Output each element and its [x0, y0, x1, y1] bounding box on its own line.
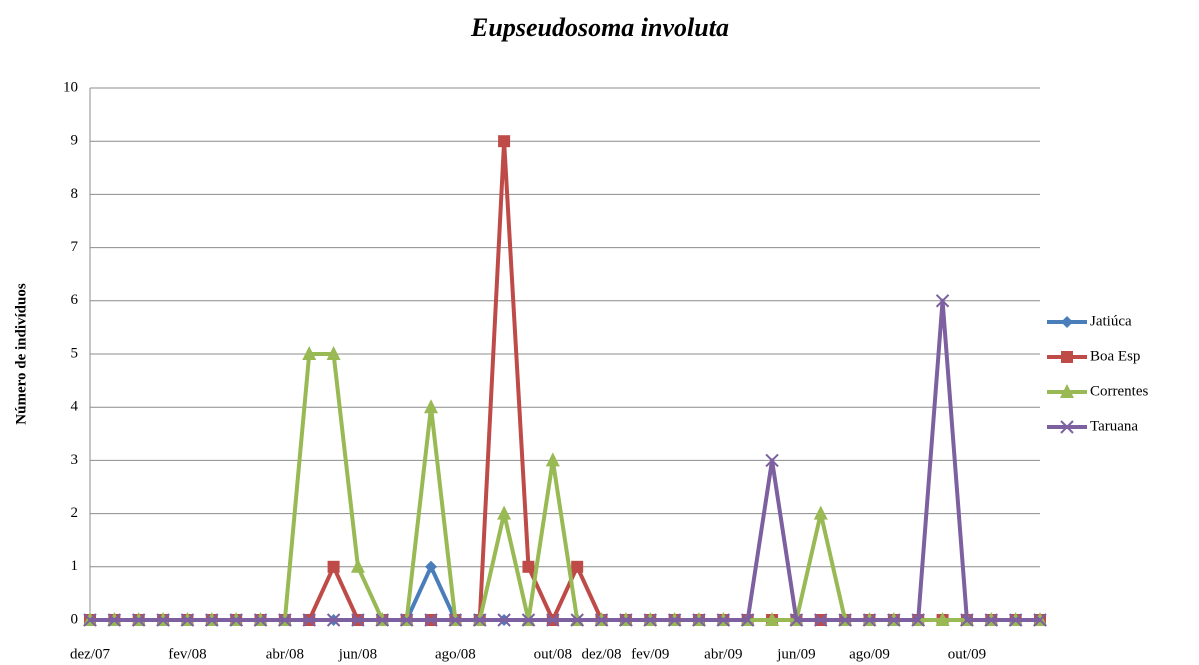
- marker: [326, 346, 341, 360]
- x-tick-label: dez/08: [582, 646, 622, 662]
- marker: [960, 613, 974, 627]
- y-tick-label: 3: [71, 452, 79, 468]
- x-tick-label: abr/09: [704, 646, 742, 662]
- marker: [862, 613, 877, 627]
- marker: [545, 452, 560, 467]
- marker: [350, 558, 365, 573]
- marker: [1060, 384, 1074, 398]
- marker: [1061, 316, 1073, 328]
- marker: [789, 613, 804, 627]
- legend-label: Taruana: [1090, 418, 1138, 434]
- marker: [1061, 351, 1073, 363]
- marker: [302, 613, 316, 627]
- marker: [594, 613, 609, 627]
- x-tick-label: dez/07: [70, 646, 110, 662]
- marker: [1008, 613, 1023, 627]
- marker: [740, 613, 755, 627]
- marker: [326, 613, 341, 627]
- x-tick-label: out/09: [948, 646, 986, 662]
- marker: [521, 613, 536, 627]
- marker: [132, 613, 146, 627]
- y-tick-label: 6: [71, 292, 79, 308]
- marker: [351, 613, 365, 627]
- legend-label: Boa Esp: [1090, 348, 1140, 364]
- marker: [765, 453, 779, 468]
- marker: [546, 613, 560, 627]
- marker: [643, 613, 657, 627]
- marker: [253, 613, 268, 627]
- legend-label: Jatiúca: [1090, 313, 1132, 329]
- marker: [619, 613, 633, 627]
- x-tick-label: abr/08: [266, 646, 304, 662]
- marker: [570, 613, 584, 627]
- marker: [692, 613, 706, 627]
- marker: [887, 613, 901, 627]
- marker: [107, 613, 122, 627]
- marker: [375, 613, 390, 627]
- x-tick-label: jun/08: [338, 646, 377, 662]
- marker: [838, 613, 852, 627]
- marker: [497, 505, 512, 520]
- marker: [229, 613, 243, 627]
- marker: [278, 613, 292, 627]
- series-line: [90, 352, 1040, 622]
- marker: [522, 560, 535, 573]
- marker: [935, 612, 950, 626]
- chart-title: Eupseudosoma involuta: [470, 13, 729, 42]
- x-tick-label: out/08: [534, 646, 572, 662]
- marker: [1060, 420, 1074, 434]
- marker: [425, 560, 438, 573]
- series-line: [90, 298, 1040, 622]
- marker: [813, 505, 828, 520]
- x-tick-label: ago/09: [849, 646, 890, 662]
- y-tick-label: 2: [71, 505, 79, 521]
- y-tick-label: 4: [71, 399, 79, 415]
- marker: [399, 613, 414, 627]
- y-tick-label: 10: [63, 79, 78, 95]
- y-tick-label: 9: [71, 133, 79, 149]
- x-tick-label: ago/08: [435, 646, 476, 662]
- marker: [935, 294, 950, 308]
- y-tick-label: 8: [71, 186, 79, 202]
- y-tick-label: 7: [71, 239, 79, 255]
- marker: [765, 612, 780, 626]
- marker: [498, 135, 511, 148]
- marker: [571, 560, 584, 573]
- marker: [911, 613, 925, 627]
- marker: [180, 613, 195, 627]
- x-tick-label: jun/09: [776, 646, 815, 662]
- marker: [716, 613, 731, 627]
- marker: [1033, 613, 1047, 627]
- marker: [984, 613, 998, 627]
- marker: [156, 613, 170, 627]
- marker: [205, 613, 219, 627]
- marker: [327, 560, 340, 573]
- marker: [424, 399, 439, 414]
- marker: [473, 613, 487, 627]
- legend-label: Correntes: [1090, 383, 1148, 399]
- marker: [814, 613, 828, 627]
- marker: [448, 613, 463, 627]
- y-tick-label: 1: [71, 558, 79, 574]
- y-axis-label: Número de indivíduos: [13, 283, 29, 425]
- y-tick-label: 0: [71, 611, 79, 627]
- x-tick-label: fev/09: [631, 646, 669, 662]
- x-tick-label: fev/08: [168, 646, 206, 662]
- marker: [424, 613, 438, 627]
- marker: [497, 613, 511, 627]
- marker: [667, 613, 682, 627]
- marker: [302, 346, 317, 360]
- marker: [83, 613, 97, 627]
- y-tick-label: 5: [71, 345, 79, 361]
